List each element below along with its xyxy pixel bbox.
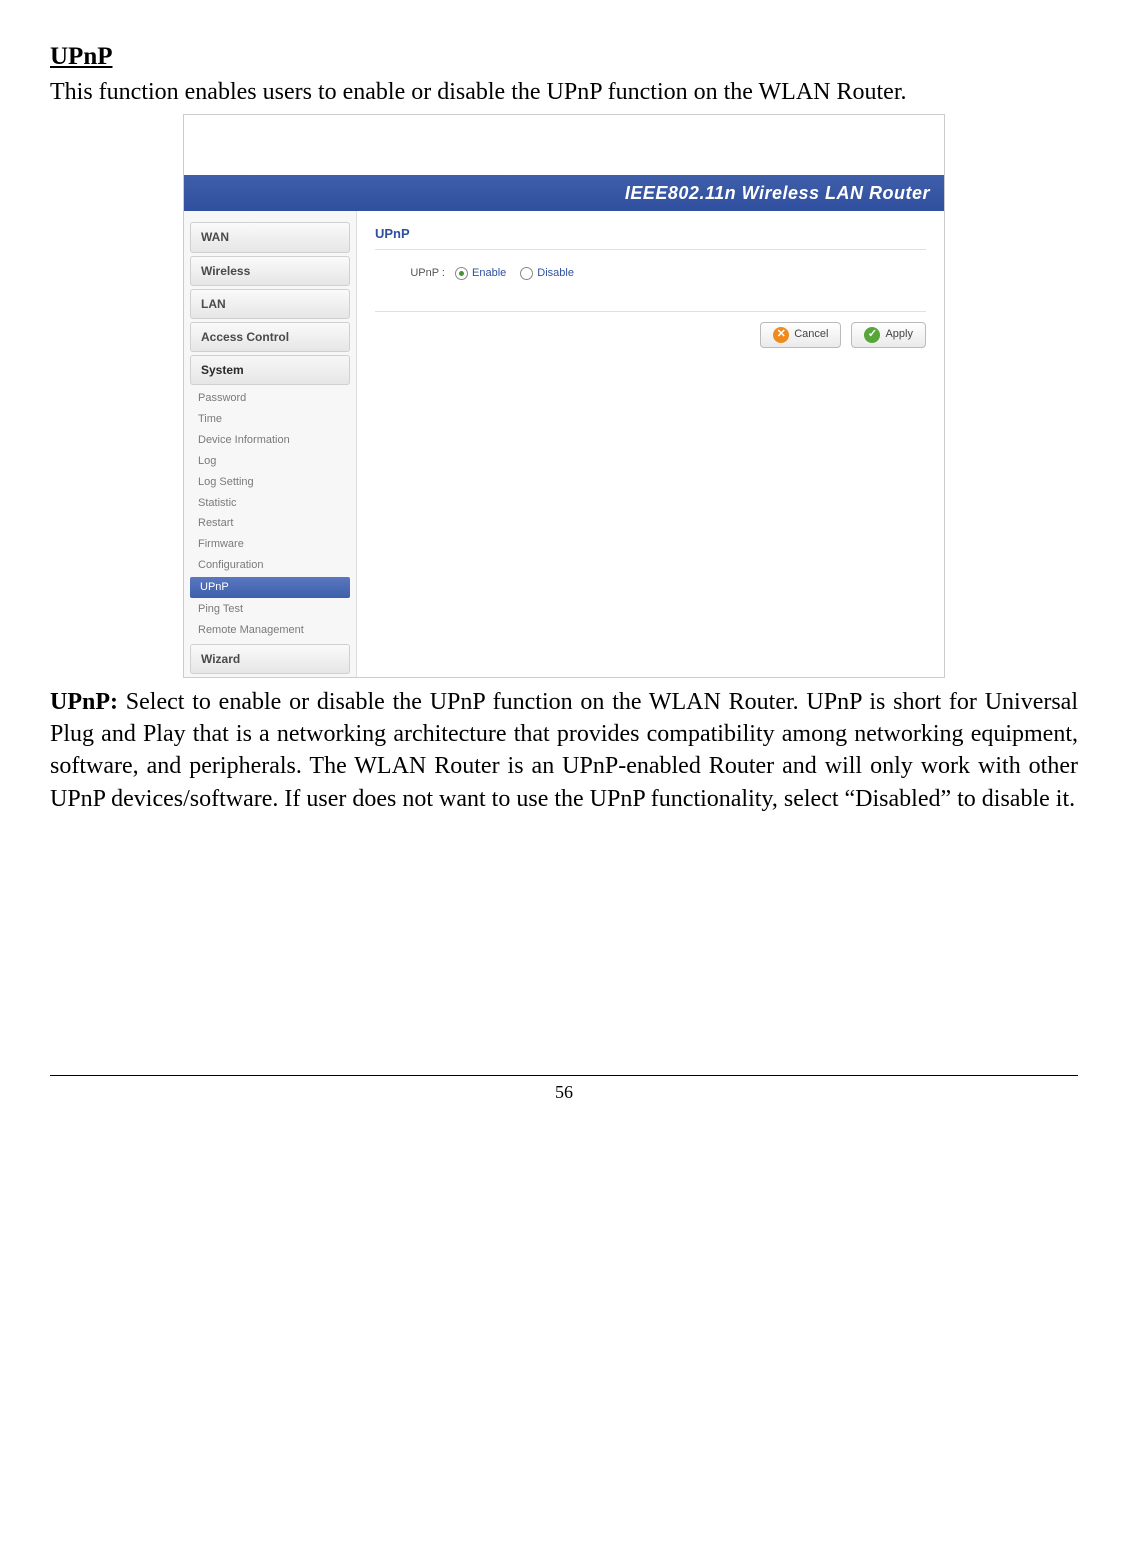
radio-enable[interactable]: Enable — [455, 266, 506, 281]
para-body: Select to enable or disable the UPnP fun… — [50, 689, 1078, 812]
radio-disable-label: Disable — [537, 266, 574, 281]
nav-sub-firmware[interactable]: Firmware — [184, 534, 356, 555]
radio-enable-label: Enable — [472, 266, 506, 281]
section-heading: UPnP — [50, 40, 1078, 74]
para-lead: UPnP: — [50, 689, 118, 715]
action-bar: ✕ Cancel ✓ Apply — [375, 311, 926, 348]
nav-sub-log-setting[interactable]: Log Setting — [184, 472, 356, 493]
section-paragraph: UPnP: Select to enable or disable the UP… — [50, 686, 1078, 816]
nav-sub-upnp[interactable]: UPnP — [190, 577, 350, 598]
nav-access-control[interactable]: Access Control — [190, 322, 350, 352]
cancel-icon: ✕ — [773, 327, 789, 343]
content-panel: UPnP UPnP : Enable Disable ✕ Can — [357, 211, 944, 676]
nav-sub-ping-test[interactable]: Ping Test — [184, 599, 356, 620]
section-intro: This function enables users to enable or… — [50, 76, 1078, 108]
nav-sub-remote-management[interactable]: Remote Management — [184, 620, 356, 641]
sidebar: WAN Wireless LAN Access Control System P… — [184, 211, 357, 676]
cancel-button-label: Cancel — [794, 327, 828, 342]
screenshot-container: IEEE802.11n Wireless LAN Router WAN Wire… — [50, 114, 1078, 678]
router-banner: IEEE802.11n Wireless LAN Router — [184, 175, 944, 211]
upnp-label: UPnP : — [375, 266, 455, 281]
apply-button-label: Apply — [885, 327, 913, 342]
router-admin-ui: IEEE802.11n Wireless LAN Router WAN Wire… — [183, 114, 945, 678]
apply-button[interactable]: ✓ Apply — [851, 322, 926, 348]
panel-title: UPnP — [375, 225, 926, 250]
nav-wan[interactable]: WAN — [190, 222, 350, 252]
cancel-button[interactable]: ✕ Cancel — [760, 322, 841, 348]
router-body: WAN Wireless LAN Access Control System P… — [184, 211, 944, 676]
radio-disable[interactable]: Disable — [520, 266, 574, 281]
apply-icon: ✓ — [864, 327, 880, 343]
page-footer: 56 — [50, 1075, 1078, 1104]
nav-sub-time[interactable]: Time — [184, 409, 356, 430]
nav-sub-statistic[interactable]: Statistic — [184, 493, 356, 514]
page-number: 56 — [555, 1082, 573, 1102]
nav-sub-log[interactable]: Log — [184, 451, 356, 472]
nav-lan[interactable]: LAN — [190, 289, 350, 319]
radio-disable-dot — [520, 267, 533, 280]
nav-sub-restart[interactable]: Restart — [184, 513, 356, 534]
radio-enable-dot — [455, 267, 468, 280]
nav-sub-configuration[interactable]: Configuration — [184, 555, 356, 576]
nav-sub-device-information[interactable]: Device Information — [184, 430, 356, 451]
nav-sub-password[interactable]: Password — [184, 388, 356, 409]
router-logo-area — [184, 115, 944, 175]
nav-wizard[interactable]: Wizard — [190, 644, 350, 674]
nav-wireless[interactable]: Wireless — [190, 256, 350, 286]
nav-system[interactable]: System — [190, 355, 350, 385]
upnp-option-row: UPnP : Enable Disable — [375, 266, 926, 281]
